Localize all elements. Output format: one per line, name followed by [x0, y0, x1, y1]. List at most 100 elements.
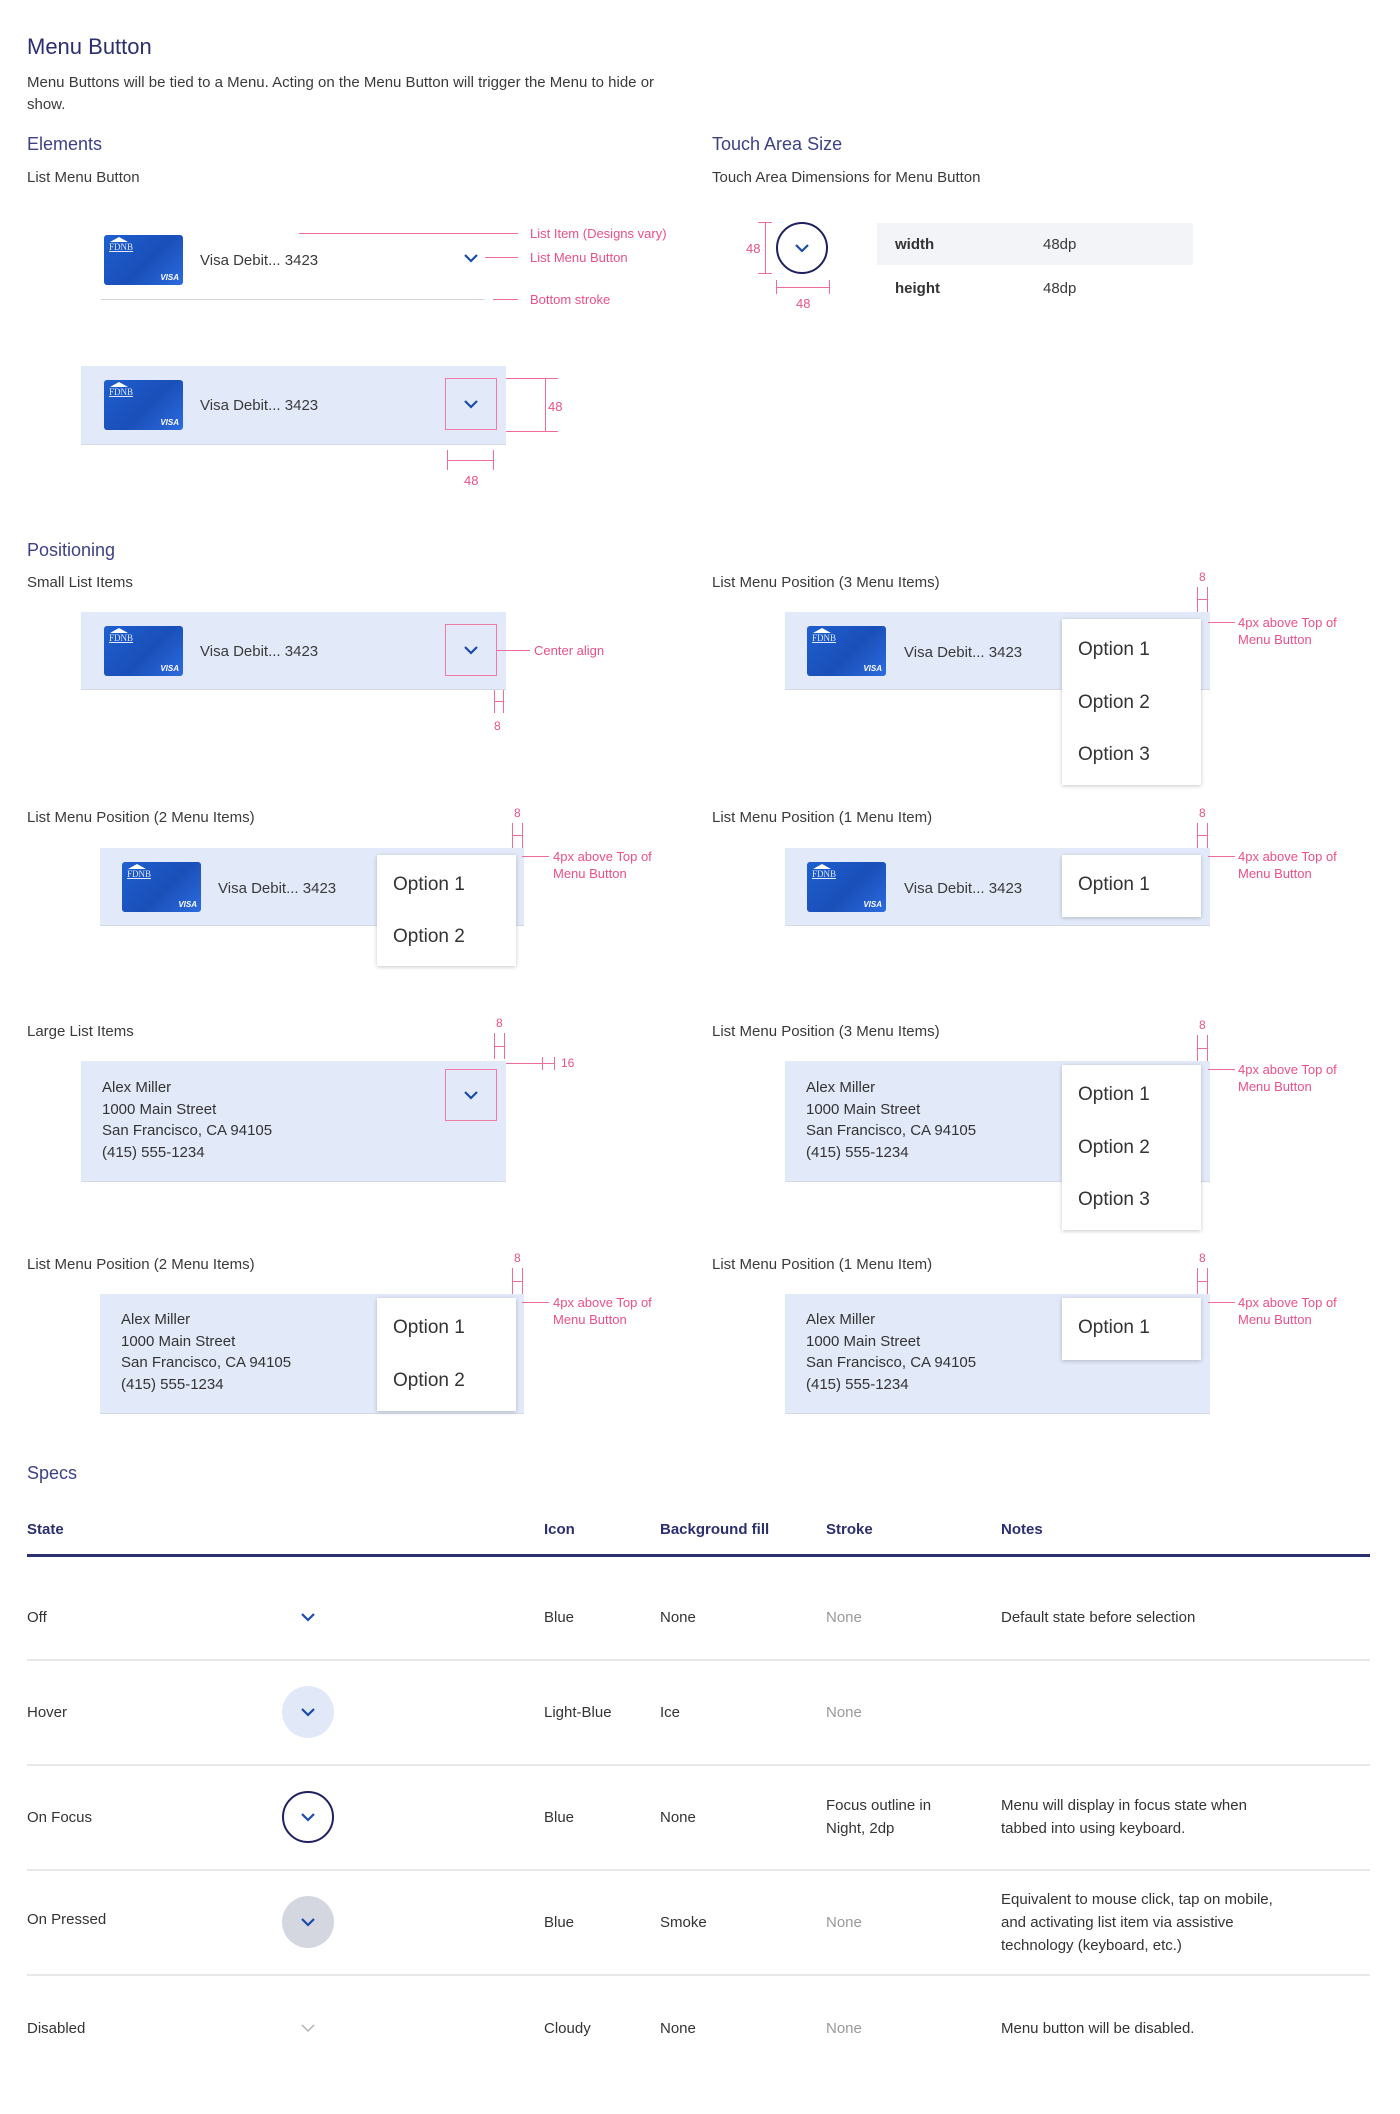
menu-option[interactable]: Option 1 [393, 874, 465, 895]
address-phone: (415) 555-1234 [121, 1375, 224, 1393]
menu-option[interactable]: Option 2 [1078, 692, 1150, 713]
dimension-line [1197, 599, 1208, 600]
chevron-down-icon[interactable] [463, 253, 479, 263]
touch-area-subheading: Touch Area Dimensions for Menu Button [712, 169, 981, 186]
menu: Option 1 Option 2 [377, 855, 516, 966]
chevron-down-icon [301, 1813, 315, 1822]
dimension-line [494, 1046, 505, 1047]
menu-button-focus [282, 1791, 334, 1843]
credit-card-icon: FDNB VISA [807, 626, 886, 676]
annotation-text: Menu Button [1238, 632, 1312, 647]
dimension-label: 8 [514, 1251, 521, 1265]
address-city: San Francisco, CA 94105 [102, 1122, 273, 1139]
menu: Option 1 [1062, 855, 1201, 917]
page-description: Menu Buttons will be tied to a Menu. Act… [27, 74, 655, 113]
dimension-line [765, 222, 766, 274]
dimension-line [494, 701, 504, 702]
dimension-label: 8 [1199, 1251, 1206, 1265]
spec-notes: Menu button will be disabled. [1001, 2020, 1195, 2037]
address-block: Alex Miller 1000 Main Street San Francisco… [806, 1077, 976, 1163]
card-brand-logo: VISA [160, 664, 179, 673]
menu-option[interactable]: Option 2 [1078, 1137, 1150, 1158]
list-item-label: Visa Debit... 3423 [218, 880, 337, 897]
annotation-line [299, 233, 518, 234]
chevron-down-icon [464, 400, 478, 409]
menu-button[interactable] [445, 378, 497, 430]
list-item-label: Visa Debit... 3423 [200, 252, 319, 269]
annotation-line [485, 257, 518, 258]
chevron-down-icon [300, 1612, 316, 1622]
row-divider [27, 1659, 1370, 1661]
position-3-label: List Menu Position (3 Menu Items) [712, 1023, 940, 1040]
list-item[interactable] [81, 612, 506, 690]
menu-option[interactable]: Option 3 [1078, 1189, 1150, 1210]
menu-option[interactable]: Option 1 [1078, 1084, 1150, 1105]
spec-icon: Blue [544, 1809, 575, 1826]
column-header-notes: Notes [1001, 1521, 1043, 1538]
small-list-items-label: Small List Items [27, 574, 133, 591]
chevron-down-icon [795, 244, 809, 253]
spec-icon: Blue [544, 1914, 575, 1931]
spec-notes-line: and activating list item via assistive [1001, 1914, 1234, 1931]
dimension-line [512, 835, 523, 836]
dimension-line [447, 460, 494, 461]
position-1-label: List Menu Position (1 Menu Item) [712, 1256, 933, 1273]
spec-stroke: None [826, 1914, 862, 1931]
credit-card-icon: FDNB VISA [104, 380, 183, 430]
dimension-line [776, 287, 830, 288]
address-phone: (415) 555-1234 [806, 1143, 909, 1161]
annotation-text: Menu Button [1238, 1312, 1312, 1327]
annotation-line [522, 856, 549, 857]
card-brand-logo: VISA [863, 664, 882, 673]
dimension-label: 8 [514, 806, 521, 820]
credit-card-icon: FDNB VISA [807, 862, 886, 912]
annotation-bottom-stroke: Bottom stroke [530, 292, 611, 307]
position-3-label: List Menu Position (3 Menu Items) [712, 574, 940, 591]
dimension-label: 16 [561, 1056, 575, 1070]
menu-button-focus[interactable] [776, 222, 828, 274]
spec-state: On Pressed [27, 1911, 107, 1928]
menu-option[interactable]: Option 2 [393, 926, 465, 947]
menu-button[interactable] [445, 1069, 497, 1121]
bottom-stroke [101, 299, 485, 300]
spec-state: Disabled [27, 2020, 86, 2037]
address-city: San Francisco, CA 94105 [806, 1354, 977, 1371]
dimension-name: width [895, 236, 935, 253]
menu-option[interactable]: Option 1 [1078, 1317, 1150, 1338]
dimension-line [1197, 1281, 1208, 1282]
card-bank-logo: FDNB [109, 387, 134, 397]
menu-option[interactable]: Option 1 [393, 1317, 465, 1338]
address-street: 1000 Main Street [806, 1332, 921, 1350]
spec-stroke: None [826, 2020, 862, 2037]
address-street: 1000 Main Street [121, 1332, 236, 1350]
list-item-label: Visa Debit... 3423 [200, 397, 319, 414]
chevron-down-icon [301, 1918, 315, 1927]
annotation-4px-above: 4px above Top of Menu Button [553, 848, 652, 882]
address-city: San Francisco, CA 94105 [806, 1122, 977, 1139]
card-bank-logo: FDNB [109, 242, 134, 252]
spec-fill: None [660, 1609, 696, 1626]
annotation-text: 4px above Top of [1238, 615, 1337, 630]
dimension-value: 48dp [1043, 280, 1077, 297]
card-bank-logo: FDNB [127, 869, 152, 879]
menu-option[interactable]: Option 1 [1078, 639, 1150, 660]
menu-option[interactable]: Option 3 [1078, 744, 1150, 765]
spec-notes-line: tabbed into using keyboard. [1001, 1820, 1186, 1837]
menu-option[interactable]: Option 2 [393, 1370, 465, 1391]
specs-heading: Specs [27, 1463, 78, 1483]
dimension-tick [506, 431, 558, 432]
menu-option[interactable]: Option 1 [1078, 874, 1150, 895]
spec-notes: Default state before selection [1001, 1609, 1196, 1626]
menu-button-pressed [282, 1896, 334, 1948]
dimension-tick [776, 280, 777, 294]
menu: Option 1 Option 2 Option 3 [1062, 619, 1201, 785]
address-phone: (415) 555-1234 [806, 1375, 909, 1393]
credit-card-icon: FDNB VISA [104, 626, 183, 676]
menu-button[interactable] [445, 624, 497, 676]
elements-subheading: List Menu Button [27, 169, 140, 186]
spec-stroke: Focus outline in Night, 2dp [826, 1794, 931, 1840]
dimension-line [506, 1063, 554, 1064]
annotation-4px-above: 4px above Top of Menu Button [1238, 1294, 1337, 1328]
annotation-text: 4px above Top of [1238, 1295, 1337, 1310]
list-item[interactable] [81, 1061, 506, 1182]
